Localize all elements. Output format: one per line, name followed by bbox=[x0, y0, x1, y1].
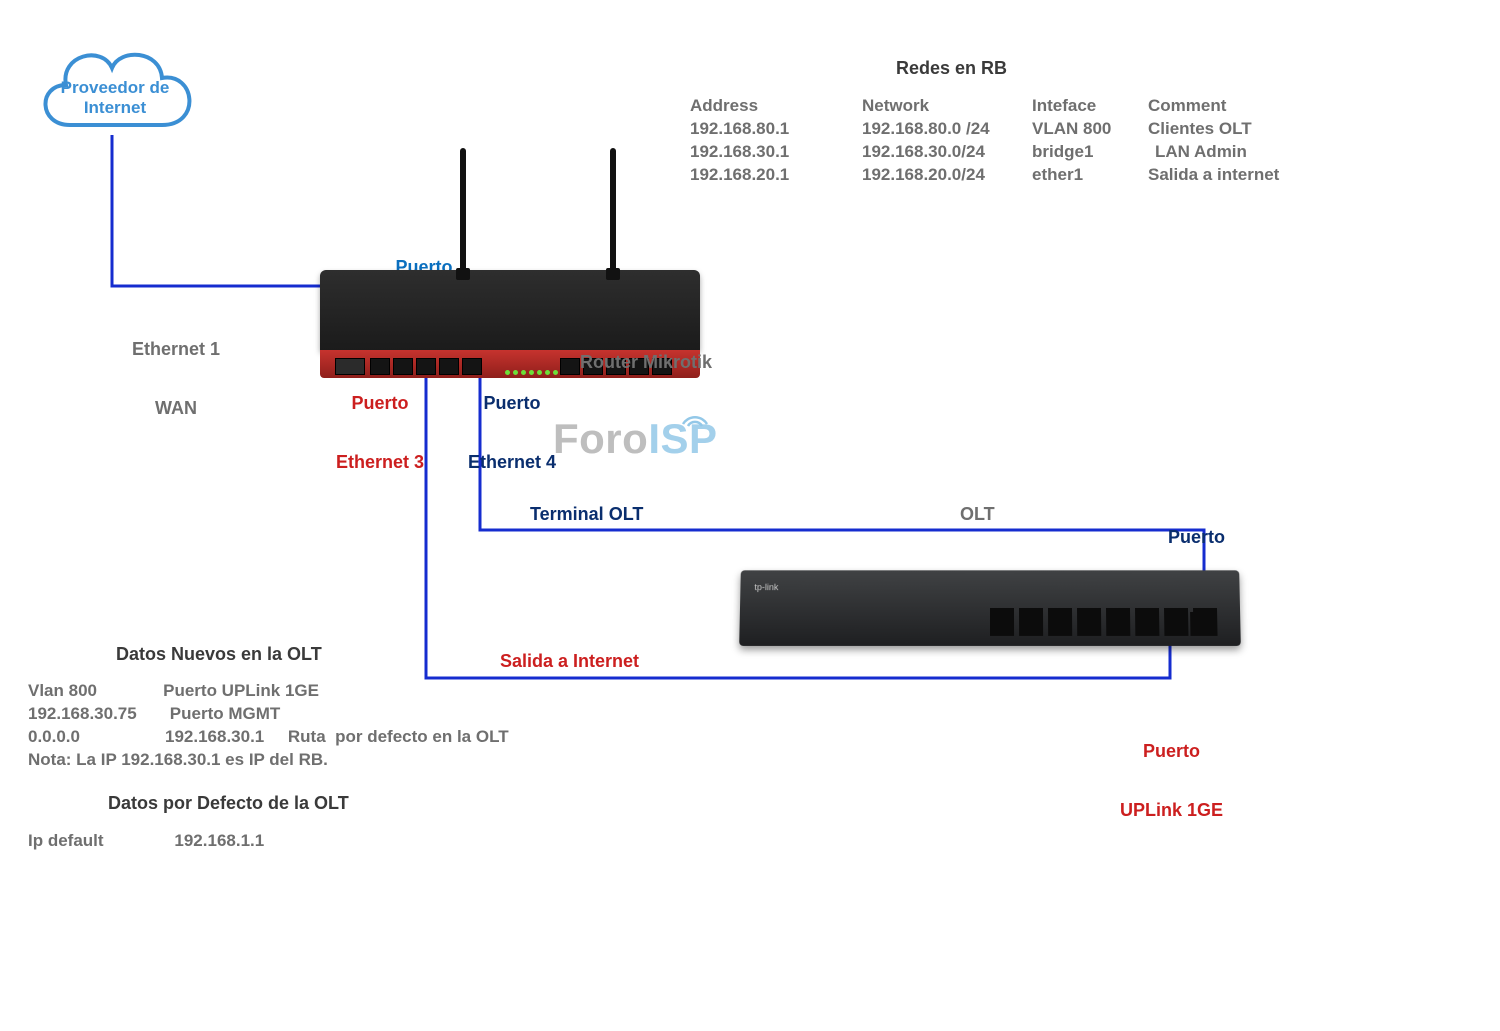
antenna-icon bbox=[610, 148, 616, 273]
eth1-wan-l1: Ethernet 1 bbox=[132, 340, 220, 360]
sfp-port-icon bbox=[1135, 608, 1159, 636]
net-r1-address: 192.168.30.1 bbox=[690, 141, 789, 164]
olt-new-l2: 0.0.0.0 192.168.30.1 Ruta por defecto en… bbox=[28, 726, 509, 749]
eth3-l2: Ethernet 3 bbox=[336, 453, 424, 473]
internet-cloud: Proveedor de Internet bbox=[30, 30, 200, 140]
net-r0-comment: Clientes OLT bbox=[1148, 118, 1252, 141]
eth3-l1: Puerto bbox=[336, 394, 424, 414]
net-r2-network: 192.168.20.0/24 bbox=[862, 164, 985, 187]
net-r0-network: 192.168.80.0 /24 bbox=[862, 118, 990, 141]
olt-new-l0: Vlan 800 Puerto UPLink 1GE bbox=[28, 680, 319, 703]
eth1-wan-l2: WAN bbox=[132, 399, 220, 419]
net-h-address: Address bbox=[690, 95, 758, 118]
sfp-port-icon bbox=[1106, 608, 1130, 636]
sfp-port-icon bbox=[1019, 608, 1043, 636]
router-device bbox=[320, 270, 700, 350]
eth4-l1: Puerto bbox=[468, 394, 556, 414]
uplink-l1: Puerto bbox=[1120, 742, 1223, 762]
cloud-label-1: Proveedor de bbox=[30, 78, 200, 98]
net-r1-network: 192.168.30.0/24 bbox=[862, 141, 985, 164]
olt-default-l0: Ip default 192.168.1.1 bbox=[28, 830, 264, 853]
watermark-i: I bbox=[648, 415, 660, 463]
ethernet-port-icon bbox=[560, 358, 580, 375]
sfp-port-icon bbox=[1077, 608, 1101, 636]
net-h-network: Network bbox=[862, 95, 929, 118]
net-r2-address: 192.168.20.1 bbox=[690, 164, 789, 187]
olt-default-title: Datos por Defecto de la OLT bbox=[108, 793, 349, 814]
net-r2-iface: ether1 bbox=[1032, 164, 1083, 187]
net-r0-iface: VLAN 800 bbox=[1032, 118, 1111, 141]
cloud-label-2: Internet bbox=[30, 98, 200, 118]
sfp-port-icon bbox=[990, 608, 1014, 636]
olt-new-l1: 192.168.30.75 Puerto MGMT bbox=[28, 703, 280, 726]
router-name: Router Mikrotik bbox=[580, 353, 712, 373]
net-r0-address: 192.168.80.1 bbox=[690, 118, 789, 141]
olt-new-l3: Nota: La IP 192.168.30.1 es IP del RB. bbox=[28, 749, 328, 772]
olt-new-title: Datos Nuevos en la OLT bbox=[116, 644, 322, 665]
networks-title: Redes en RB bbox=[896, 58, 1007, 79]
olt-label: OLT bbox=[960, 505, 995, 525]
ethernet-port-icon bbox=[1190, 612, 1210, 636]
olt-device: tp-link bbox=[739, 570, 1241, 646]
eth4-l2: Ethernet 4 bbox=[468, 453, 556, 473]
terminal-olt-label: Terminal OLT bbox=[530, 505, 643, 525]
ethernet-port-icon bbox=[1164, 612, 1184, 636]
antenna-icon bbox=[460, 148, 466, 273]
net-r1-iface: bridge1 bbox=[1032, 141, 1093, 164]
wifi-icon bbox=[680, 406, 710, 428]
watermark-foro: Foro bbox=[553, 415, 648, 463]
sfp-port-icon bbox=[1048, 608, 1072, 636]
net-h-comment: Comment bbox=[1148, 95, 1226, 118]
mgmt-l1: Puerto bbox=[1168, 528, 1225, 548]
salida-internet-label: Salida a Internet bbox=[500, 652, 639, 672]
net-r1-comment: LAN Admin bbox=[1155, 141, 1247, 164]
uplink-l2: UPLink 1GE bbox=[1120, 801, 1223, 821]
olt-brand: tp-link bbox=[754, 582, 778, 592]
ethernet-port-icon bbox=[439, 358, 459, 375]
net-r2-comment: Salida a internet bbox=[1148, 164, 1279, 187]
net-h-iface: Inteface bbox=[1032, 95, 1096, 118]
